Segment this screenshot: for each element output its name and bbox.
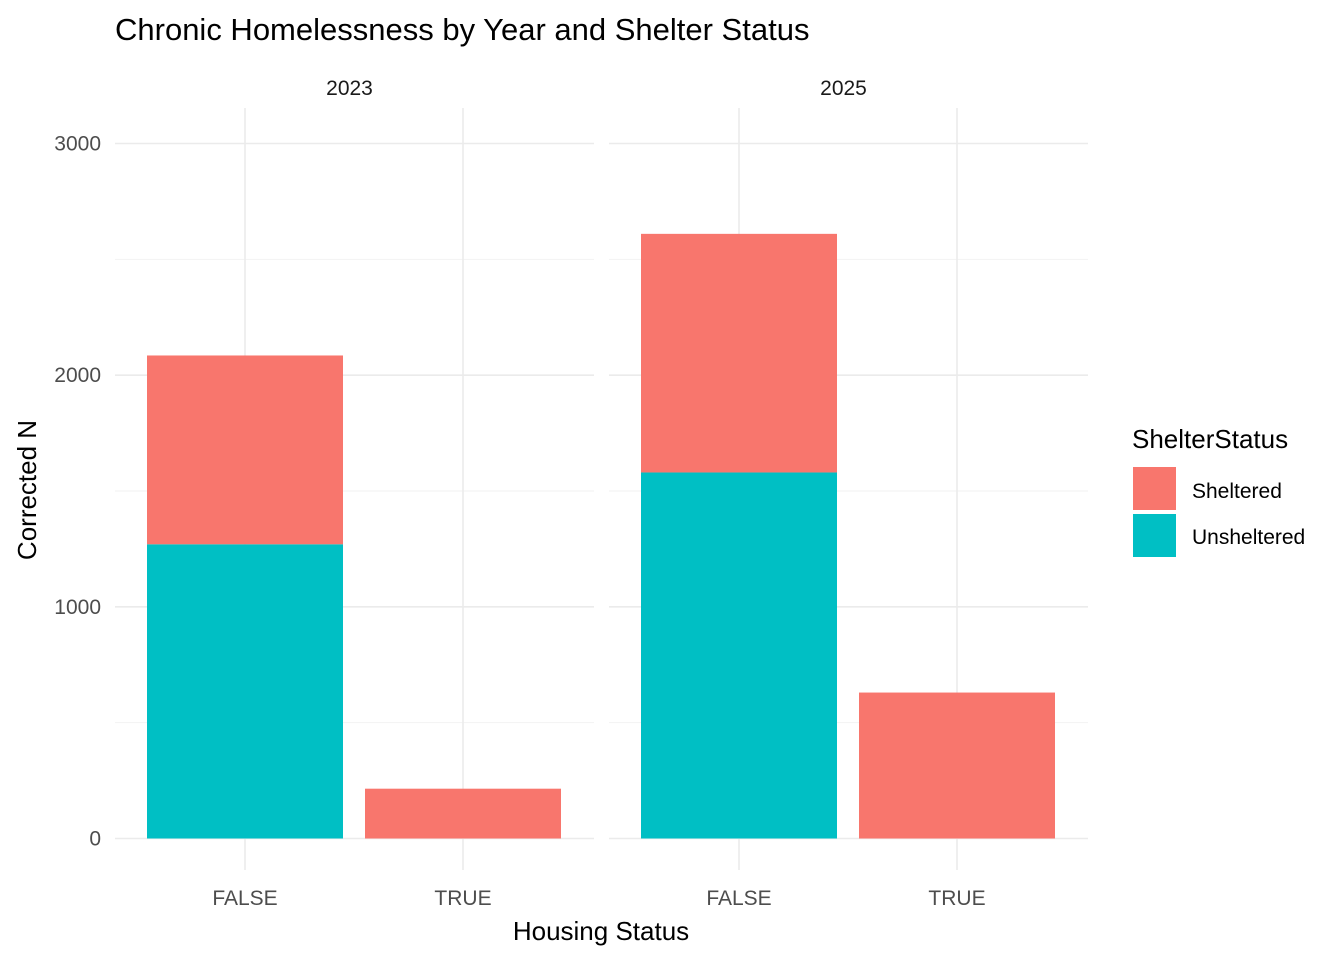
legend-swatch-sheltered bbox=[1133, 467, 1176, 510]
facet-strip-label: 2025 bbox=[820, 77, 867, 100]
x-tick-label: TRUE bbox=[434, 887, 491, 910]
bar-sheltered bbox=[641, 233, 837, 473]
legend-title: ShelterStatus bbox=[1132, 424, 1288, 454]
y-tick-label: 1000 bbox=[54, 596, 101, 619]
legend: ShelterStatus Sheltered Unsheltered bbox=[1132, 424, 1305, 557]
facet-panels: 0 1000 2000 3000 2023 FALSE TRUE 2025 FALSE TRUE bbox=[54, 77, 1088, 910]
bar-sheltered bbox=[859, 692, 1055, 839]
bar-sheltered bbox=[147, 355, 343, 545]
bar-unsheltered bbox=[641, 472, 837, 839]
facet-strip-label: 2023 bbox=[326, 77, 373, 100]
chart-title: Chronic Homelessness by Year and Shelter… bbox=[115, 12, 809, 47]
x-tick-label: FALSE bbox=[706, 887, 771, 910]
legend-label-unsheltered: Unsheltered bbox=[1192, 526, 1305, 549]
bar-unsheltered bbox=[147, 544, 343, 839]
x-tick-label: FALSE bbox=[212, 887, 277, 910]
x-axis-title: Housing Status bbox=[513, 916, 689, 946]
y-tick-label: 2000 bbox=[54, 364, 101, 387]
y-tick-label: 3000 bbox=[54, 133, 101, 156]
legend-label-sheltered: Sheltered bbox=[1192, 480, 1282, 503]
y-tick-label: 0 bbox=[89, 828, 101, 851]
y-axis-title: Corrected N bbox=[12, 420, 42, 560]
x-tick-label: TRUE bbox=[928, 887, 985, 910]
bar-sheltered bbox=[365, 788, 561, 839]
legend-swatch-unsheltered bbox=[1133, 514, 1176, 557]
